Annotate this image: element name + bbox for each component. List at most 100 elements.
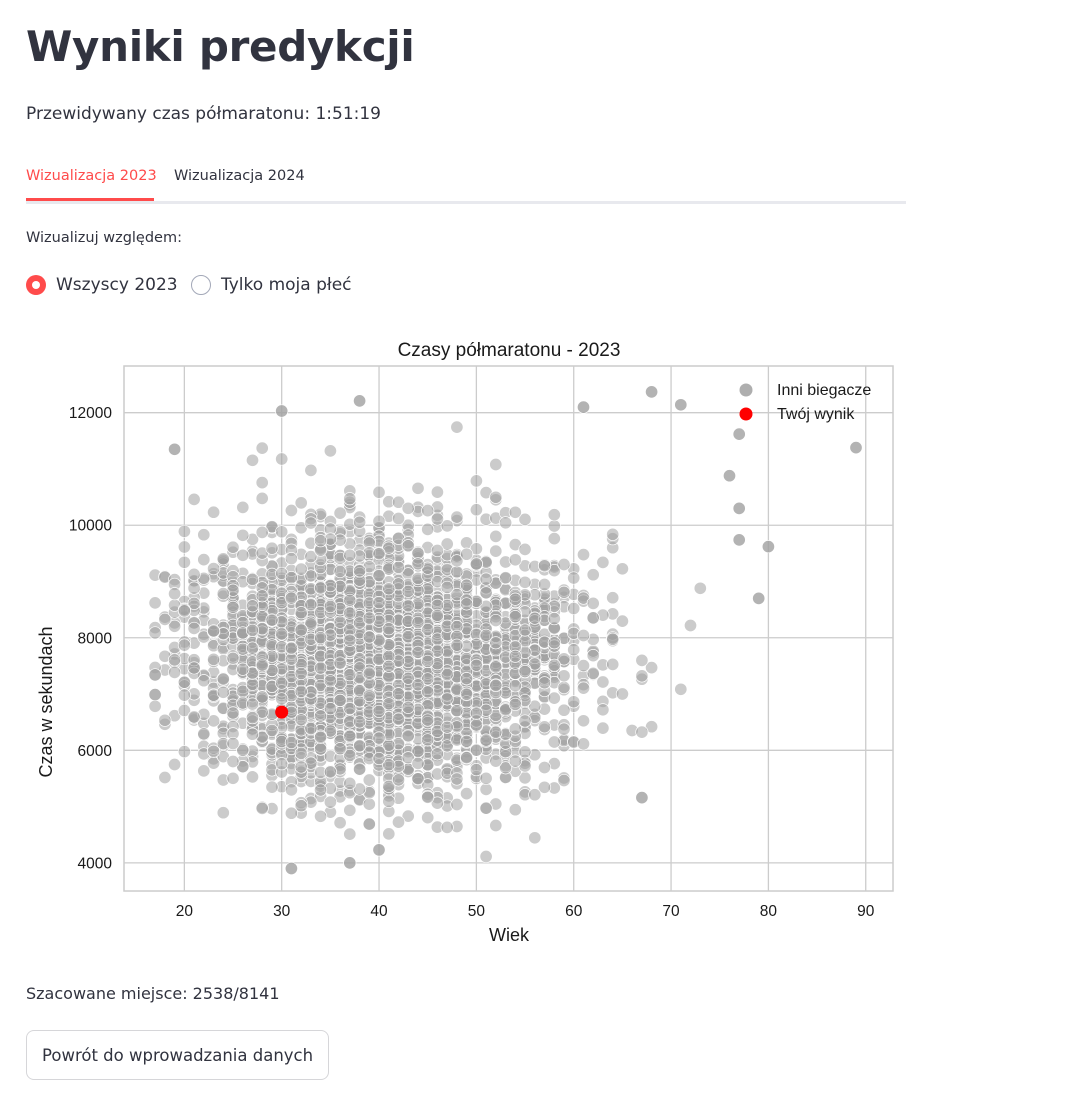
data-point — [645, 661, 659, 675]
data-point — [537, 780, 552, 794]
data-point — [382, 622, 396, 636]
data-point — [479, 628, 493, 642]
data-point — [382, 582, 396, 596]
data-point — [304, 569, 318, 583]
data-point — [440, 720, 454, 734]
data-point — [333, 816, 347, 830]
data-point — [372, 843, 386, 857]
data-point — [547, 532, 561, 546]
data-point — [226, 651, 240, 665]
data-point — [353, 739, 367, 753]
data-point — [343, 606, 357, 620]
tab-visualization-2024[interactable]: Wizualizacja 2024 — [174, 168, 305, 198]
data-point — [284, 652, 298, 666]
data-point — [479, 572, 493, 586]
data-point — [528, 611, 542, 625]
data-point — [333, 615, 347, 629]
data-point — [343, 633, 357, 647]
data-point — [255, 690, 269, 704]
data-point — [479, 782, 493, 796]
data-point — [372, 547, 386, 561]
data-point — [460, 734, 474, 748]
data-point — [518, 664, 532, 679]
data-point — [508, 754, 522, 768]
data-point — [722, 469, 737, 483]
data-point — [547, 508, 561, 522]
legend-marker-you — [739, 407, 753, 421]
data-point — [391, 511, 406, 526]
data-point — [479, 733, 493, 747]
data-point — [421, 654, 435, 668]
data-point — [401, 599, 415, 613]
data-point — [343, 492, 357, 506]
data-point — [499, 571, 513, 585]
data-point — [353, 515, 367, 529]
data-point — [187, 492, 201, 506]
data-point — [207, 624, 221, 638]
data-point — [284, 735, 298, 750]
data-point — [586, 568, 600, 582]
data-point — [284, 571, 298, 585]
tab-visualization-2023[interactable]: Wizualizacja 2023 — [26, 168, 157, 201]
data-point — [148, 699, 162, 713]
data-point — [557, 669, 571, 683]
data-point — [440, 692, 454, 706]
radio-option-my-gender[interactable]: Tylko moja płeć — [191, 273, 352, 297]
data-point — [440, 580, 454, 594]
data-point — [586, 666, 600, 680]
data-point — [245, 641, 260, 655]
data-point — [635, 669, 649, 683]
data-point — [294, 713, 308, 727]
scatter-chart-container: Czasy półmaratonu - 2023 20 30 40 50 60 70 80 9… — [0, 330, 920, 950]
data-point — [158, 612, 172, 626]
radio-checked-icon[interactable] — [26, 275, 46, 295]
data-point — [479, 849, 493, 864]
data-point — [421, 685, 435, 699]
data-point — [226, 771, 240, 785]
data-point — [421, 790, 435, 804]
data-point — [557, 585, 571, 599]
data-point — [508, 592, 522, 606]
data-point — [197, 528, 211, 542]
data-point — [411, 678, 425, 692]
data-point — [314, 730, 328, 744]
scatter-chart: Czasy półmaratonu - 2023 20 30 40 50 60 70 80 9… — [36, 340, 894, 945]
data-point — [411, 772, 425, 786]
data-point — [343, 827, 357, 841]
data-point — [187, 710, 201, 724]
data-point — [314, 631, 328, 645]
data-point — [557, 680, 571, 695]
radio-option-all-2023[interactable]: Wszyscy 2023 — [26, 273, 178, 297]
data-point — [207, 744, 221, 758]
data-point — [216, 806, 230, 820]
data-point — [177, 703, 191, 718]
data-point — [508, 610, 522, 624]
data-point — [469, 503, 483, 517]
back-to-input-button[interactable]: Powrót do wprowadzania danych — [26, 1030, 330, 1080]
data-point — [333, 742, 347, 756]
data-point — [382, 779, 396, 793]
your-result-point — [275, 705, 289, 719]
data-point — [421, 522, 435, 536]
data-point — [304, 516, 318, 530]
data-point — [440, 667, 454, 682]
x-tick-label: 60 — [565, 903, 583, 920]
data-point — [674, 398, 688, 412]
data-point — [596, 675, 610, 689]
data-point — [518, 745, 532, 759]
data-point — [255, 491, 269, 505]
radio-unchecked-icon[interactable] — [191, 275, 211, 295]
data-point — [353, 782, 367, 796]
data-point — [323, 444, 337, 458]
data-point — [401, 751, 415, 765]
data-point — [187, 596, 201, 610]
data-point — [275, 404, 289, 418]
data-point — [547, 519, 561, 533]
data-point — [606, 591, 620, 605]
data-point — [314, 809, 328, 823]
data-point — [450, 797, 464, 812]
y-tick-label: 12000 — [69, 405, 112, 422]
data-point — [294, 799, 308, 813]
x-tick-label: 70 — [662, 903, 680, 920]
data-point — [255, 476, 269, 490]
